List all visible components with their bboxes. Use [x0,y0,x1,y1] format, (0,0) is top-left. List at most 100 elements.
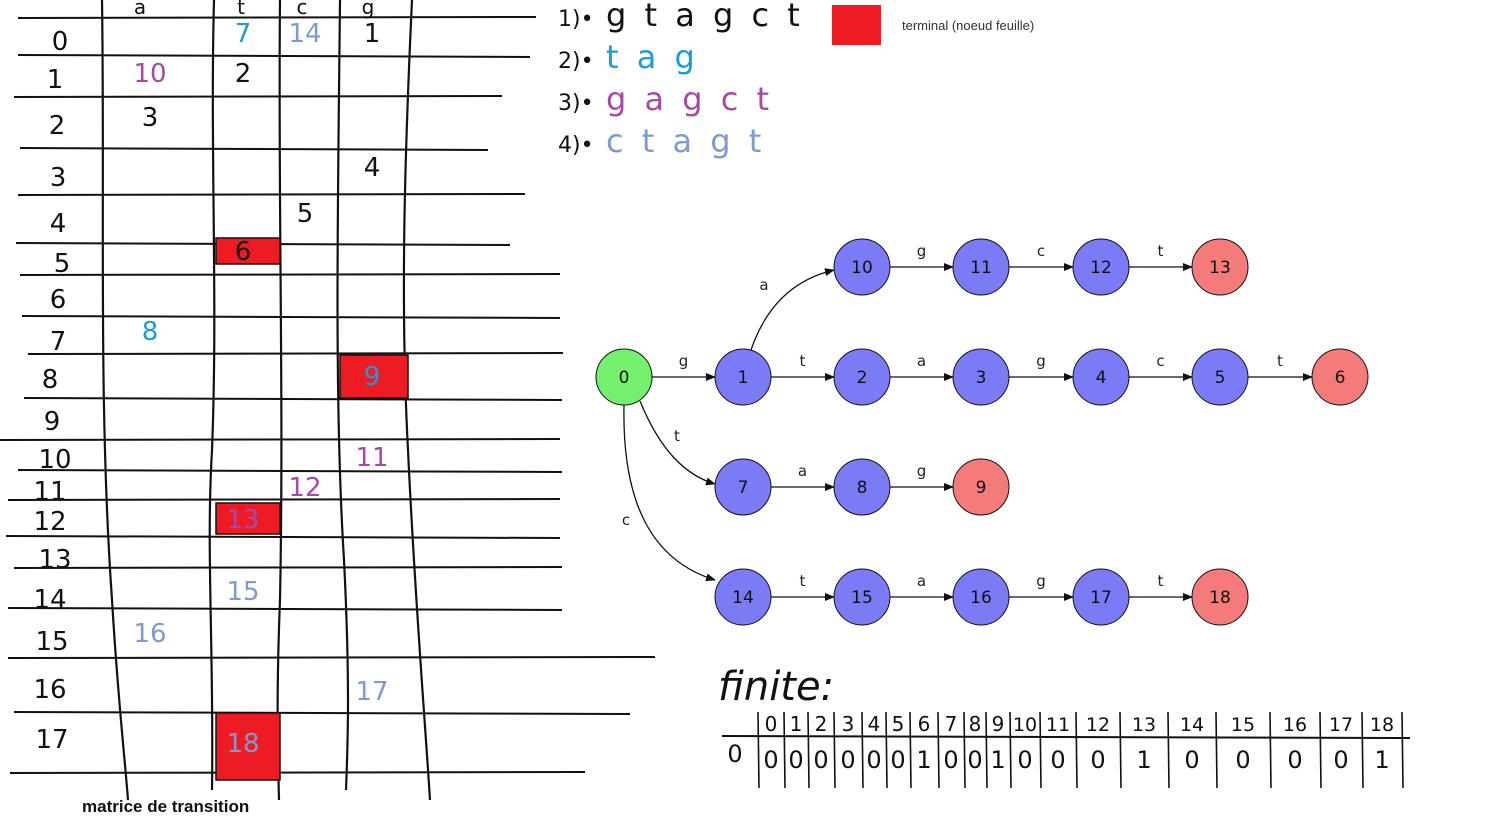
finite-header: 12 [1086,714,1110,736]
trie-node-label: 8 [857,478,868,498]
legend-terminal-swatch [832,5,881,45]
finite-col-line [1167,711,1170,789]
finite-title: finite: [718,664,834,710]
trie-edge-label: a [917,572,926,590]
trie-edge-label: g [917,242,927,260]
trie-node-label: 17 [1090,588,1112,608]
trie-edge-label: g [917,462,927,480]
trie-edge-label: a [759,276,768,294]
matrix-row-line [19,147,489,151]
finite-col-line [1039,711,1042,789]
word-list: 1)• g t a g c t 2)• t a g 3)• g a g c t 4)• c t… [558,0,800,160]
trie-node [833,458,891,516]
trie-node [714,568,772,626]
finite-header: 4 [868,712,881,736]
finite-value: 1 [1374,746,1389,774]
trie-node-label: 5 [1215,368,1226,388]
finite-header: 8 [969,712,982,736]
matrix-row-label: 9 [44,407,61,437]
trie-node [833,348,891,406]
trie-node [1311,348,1369,406]
matrix-entry: 7 [235,19,252,49]
trie-edge-label: c [1156,352,1164,370]
finite-value: 0 [866,746,881,774]
trie-node-label: 7 [738,478,749,498]
finite-col-line [963,711,966,789]
matrix-row-label: 11 [33,477,66,507]
word-text: t a g [606,38,699,76]
finite-col-line [937,711,940,789]
matrix-row-line [17,54,531,58]
trie-edge-label: t [800,572,806,590]
finite-value: 1 [916,746,931,774]
trie-edge-label: t [1158,242,1164,260]
trie-node [1072,348,1130,406]
finite-col-line [783,711,786,789]
trie-node-label: 0 [619,368,630,388]
matrix-row-label: 8 [42,365,59,395]
finite-col-line [885,711,888,789]
trie-edges: g t c a t a g c t a g g c t t a g t [622,242,1313,601]
trie-edge-label: a [798,462,807,480]
finite-header: 11 [1046,714,1070,736]
matrix-entry: 12 [288,473,321,503]
trie-edge [639,400,716,486]
matrix-row-line [7,607,563,611]
matrix-entry: 18 [226,729,259,759]
finite-header: 7 [945,712,958,736]
finite-header: 2 [815,712,828,736]
matrix-row-label: 17 [35,725,68,755]
matrix-entry: 8 [142,317,159,347]
finite-row-label: 0 [727,740,742,768]
matrix-row-line [19,273,561,276]
finite-header: 0 [765,712,778,736]
matrix-row-label: 5 [54,249,71,279]
finite-col-line [1269,711,1272,789]
finite-value: 0 [1287,746,1302,774]
finite-col-line [1319,711,1322,789]
finite-header: 13 [1132,714,1156,736]
matrix-row-label: 7 [50,327,67,357]
matrix-entry: 6 [235,237,252,267]
finite-header: 9 [992,712,1005,736]
matrix-entry: 13 [226,505,259,535]
trie-edge-label: c [622,511,630,529]
trie-node-label: 3 [976,368,987,388]
matrix-row-line [7,656,656,659]
matrix-row-label: 14 [33,585,66,615]
trie-node-label: 10 [851,258,873,278]
matrix-row-line [13,711,631,715]
finite-value: 0 [1090,746,1105,774]
finite-header: 18 [1370,714,1394,736]
trie-node [1191,238,1249,296]
trie-node-label: 4 [1096,368,1107,388]
matrix-entry: 14 [288,19,321,49]
matrix-row-line [17,16,537,19]
trie-node-label: 18 [1209,588,1231,608]
matrix-column-line [402,0,432,801]
finite-header: 3 [842,712,855,736]
trie-edge [750,268,835,351]
trie-node-label: 2 [857,368,868,388]
matrix-row-line [13,566,563,569]
matrix-column-header: a [134,0,146,19]
trie-node-label: 11 [970,258,992,278]
finite-value: 0 [1235,746,1250,774]
trie-node [952,238,1010,296]
trie-node-label: 14 [732,588,754,608]
matrix-column-line [336,0,350,791]
matrix-entry: 3 [142,103,159,133]
finite-value: 0 [1333,746,1348,774]
word-number: 2)• [558,49,594,74]
finite-col-line [1075,711,1078,789]
finite-value: 0 [1184,746,1199,774]
trie-edge-label: c [1037,242,1045,260]
finite-col-line [985,711,988,789]
matrix-row-line [17,469,563,473]
finite-header: 6 [918,712,931,736]
word-text: c t a g t [606,122,765,160]
finite-header: 15 [1231,714,1255,736]
trie-node-label: 12 [1090,258,1112,278]
